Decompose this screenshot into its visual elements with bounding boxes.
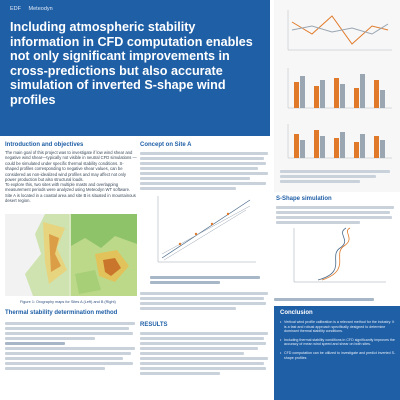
- conclusion-item: Vertical wind profile calibration is a r…: [280, 320, 396, 334]
- profile-caption: [150, 274, 262, 286]
- s-shape-chart: [288, 226, 388, 288]
- intro-heading: Introduction and objectives: [5, 142, 84, 148]
- meteodyn-logo: Meteodyn: [28, 6, 53, 12]
- intro-text-2: To explore this, two sites with multiple…: [5, 182, 136, 204]
- model-text: [5, 320, 137, 372]
- title-banner: EDF Meteodyn Including atmospheric stabi…: [0, 0, 270, 136]
- s-shape-heading: S-Shape simulation: [276, 196, 332, 202]
- conclusion-item: Including thermal stability conditions i…: [280, 338, 396, 347]
- poster-title: Including atmospheric stability informat…: [10, 20, 253, 107]
- conclusion-panel: Conclusion Vertical wind profile calibra…: [274, 306, 400, 400]
- edf-logo: EDF: [10, 6, 21, 12]
- intro-text: The main goal of this project was to inv…: [5, 150, 137, 183]
- figure1-caption: Figure 1: Orography maps for Sites A (Le…: [20, 300, 116, 304]
- logos: EDF Meteodyn: [10, 6, 59, 12]
- site-a-text: [140, 150, 270, 192]
- results-heading: RESULTS: [140, 322, 168, 328]
- profile-chart: [150, 192, 260, 270]
- conclusion-list: Vertical wind profile calibration is a r…: [280, 320, 396, 364]
- orography-map: [5, 214, 137, 296]
- model-heading: Thermal stability determination method: [5, 310, 118, 316]
- line-chart-top: [278, 4, 396, 58]
- conclusion-heading: Conclusion: [280, 310, 313, 316]
- conclusion-item: CFD computation can be utilized to inves…: [280, 351, 396, 360]
- s-shape-text: [276, 204, 396, 226]
- chart-caption: [280, 168, 394, 185]
- right-charts-panel: [274, 0, 400, 192]
- bar-chart-bottom: [278, 120, 396, 174]
- middle-text-2: [140, 290, 270, 312]
- site-a-heading: Concept on Site A: [140, 142, 192, 148]
- bar-chart-top: [278, 62, 396, 116]
- results-text: [140, 330, 270, 377]
- s-shape-caption: [274, 296, 394, 304]
